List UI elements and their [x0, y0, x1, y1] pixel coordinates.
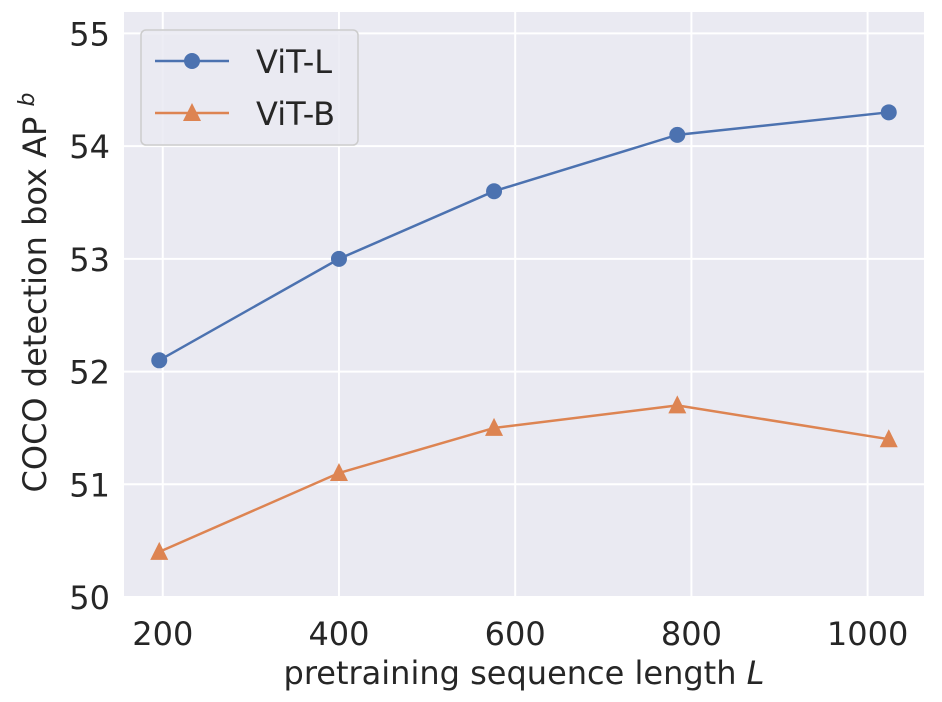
y-tick-label: 50	[69, 579, 110, 617]
data-point	[486, 183, 503, 200]
y-tick-label: 54	[69, 128, 110, 166]
data-point	[880, 104, 897, 121]
data-point	[668, 395, 687, 414]
x-axis-label-text: pretraining sequence length	[284, 654, 737, 692]
data-point	[150, 541, 169, 560]
circle-marker-icon	[184, 53, 200, 69]
y-tick-label: 55	[69, 15, 110, 53]
series-vit-l	[151, 104, 897, 369]
y-axis-label: COCO detection box AP b	[15, 93, 54, 493]
y-tick-label: 52	[69, 354, 110, 392]
x-tick-label: 200	[132, 615, 193, 653]
data-point	[879, 429, 898, 448]
legend-item: ViT-B	[155, 95, 335, 133]
x-tick-label: 400	[308, 615, 369, 653]
data-point	[151, 352, 168, 369]
x-tick-labels: 200 400 600 800 1000	[132, 615, 908, 653]
x-tick-label: 800	[661, 615, 722, 653]
legend-label: ViT-L	[256, 43, 332, 81]
data-point	[330, 250, 347, 267]
grid	[124, 12, 924, 598]
y-tick-label: 51	[69, 466, 110, 504]
series-vit-b	[150, 395, 898, 560]
y-tick-label: 53	[69, 241, 110, 279]
legend-label: ViT-B	[256, 95, 335, 133]
triangle-marker-icon	[183, 103, 201, 121]
x-tick-label: 1000	[827, 615, 908, 653]
series-group	[150, 104, 898, 560]
y-tick-labels: 50 51 52 53 54 55	[69, 15, 110, 617]
x-tick-label: 600	[485, 615, 546, 653]
x-axis-label: pretraining sequence length L	[284, 654, 765, 692]
y-axis-label-superscript: b	[15, 93, 40, 107]
data-point	[485, 417, 504, 436]
legend: ViT-L ViT-B	[140, 29, 359, 146]
y-axis-label-text: COCO detection box AP	[16, 117, 54, 493]
legend-item: ViT-L	[155, 43, 332, 81]
x-axis-label-var: L	[747, 654, 765, 692]
data-point	[669, 126, 686, 143]
data-point	[329, 463, 348, 482]
